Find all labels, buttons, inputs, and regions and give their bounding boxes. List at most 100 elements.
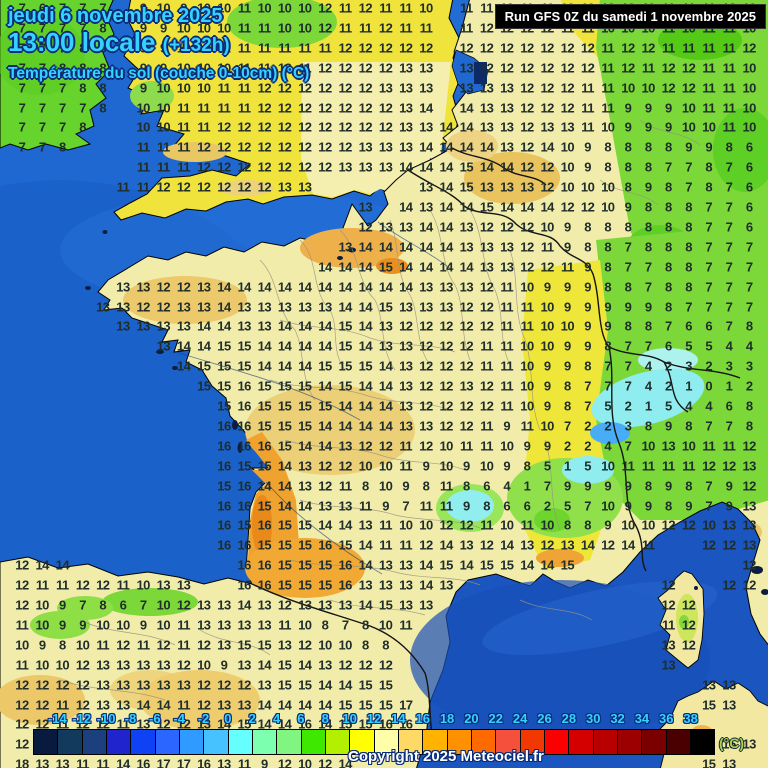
temp-value: 12: [580, 40, 595, 56]
scale-tick-label: -2: [197, 711, 210, 726]
temp-value: 15: [378, 299, 393, 314]
temp-value: 12: [560, 40, 575, 56]
temp-value: 9: [665, 100, 672, 115]
temp-value: 14: [378, 279, 393, 295]
temp-value: 10: [540, 219, 554, 235]
temp-value: 13: [378, 557, 393, 573]
temp-value: 16: [237, 577, 251, 593]
temp-value: 15: [197, 378, 211, 394]
temp-value: 7: [604, 358, 612, 374]
scale-tick-label: -8: [124, 711, 137, 726]
temp-value: 11: [35, 577, 49, 593]
temp-value: 14: [156, 697, 171, 712]
scale-tick-label: 24: [512, 711, 528, 726]
temp-value: 8: [463, 478, 470, 494]
temp-value: 12: [540, 259, 554, 275]
temp-value: 12: [479, 40, 494, 56]
temp-value: 13: [237, 617, 251, 633]
temp-value: 13: [237, 299, 251, 314]
temp-value: 13: [318, 597, 332, 613]
temp-value: 5: [604, 398, 612, 414]
temp-value: 8: [321, 617, 329, 633]
temp-value: 9: [624, 199, 632, 215]
temp-value: 14: [318, 438, 332, 454]
temp-value: 9: [564, 299, 571, 314]
temp-value: 13: [378, 318, 393, 334]
temp-value: 13: [419, 299, 433, 314]
temp-value: 9: [584, 478, 591, 494]
temp-value: 14: [358, 318, 373, 334]
temp-value: 15: [197, 358, 211, 374]
temp-value: 8: [624, 279, 632, 295]
temp-value: 14: [277, 279, 292, 295]
temp-value: 11: [439, 498, 453, 513]
temp-value: 13: [399, 219, 413, 235]
temp-value: 12: [560, 100, 575, 115]
temp-value: 10: [702, 517, 716, 533]
temp-value: 8: [685, 279, 692, 295]
temp-value: 13: [459, 239, 474, 255]
temp-value: 10: [479, 458, 494, 474]
scale-color-cell: [496, 730, 521, 754]
temp-value: 12: [156, 637, 171, 653]
mediterranean-deep: [410, 580, 710, 740]
temp-value: 14: [298, 697, 312, 712]
temp-value: 14: [378, 418, 393, 434]
temp-value: 11: [520, 418, 534, 434]
temp-value: 12: [15, 736, 29, 752]
temp-value: 10: [96, 617, 110, 633]
temp-value: 12: [217, 677, 231, 693]
scale-color-cell: [544, 730, 570, 754]
temp-value: 7: [644, 338, 652, 354]
temp-value: 6: [745, 159, 753, 175]
temp-value: 11: [540, 239, 554, 255]
temp-value: 8: [604, 279, 612, 295]
temp-value: 12: [197, 677, 211, 693]
scale-tick-label: 38: [683, 711, 698, 726]
scale-color-cell: [277, 730, 302, 754]
temp-value: 14: [540, 557, 554, 573]
temp-value: 14: [419, 139, 433, 155]
temp-value: 13: [378, 338, 393, 354]
temp-value: 13: [277, 637, 292, 653]
temp-value: 14: [35, 557, 49, 573]
temp-value: 13: [156, 338, 171, 354]
temp-value: 13: [419, 199, 433, 215]
temp-value: 8: [725, 139, 733, 155]
temp-value: 11: [217, 100, 231, 115]
temp-value: 15: [298, 557, 312, 573]
temp-value: 8: [685, 199, 692, 215]
temp-value: 7: [79, 100, 86, 115]
temp-value: 7: [624, 338, 632, 354]
temp-value: 12: [176, 279, 191, 295]
temp-value: 11: [177, 139, 190, 155]
temp-value: 12: [35, 697, 49, 712]
temp-value: 15: [217, 378, 231, 394]
temp-value: 14: [419, 577, 433, 593]
temp-value: 14: [257, 478, 272, 494]
temp-value: 12: [298, 80, 312, 96]
temp-value: 8: [644, 318, 652, 334]
temp-value: 7: [584, 398, 591, 414]
temp-value: 13: [96, 677, 110, 693]
temp-value: 11: [177, 100, 190, 115]
temp-value: 14: [439, 219, 453, 235]
temp-value: 11: [258, 60, 271, 76]
temp-value: 11: [338, 0, 352, 16]
temp-value: 12: [742, 40, 756, 56]
temp-value: 14: [318, 279, 332, 295]
temp-value: 14: [358, 239, 373, 255]
temp-value: 12: [520, 219, 534, 235]
scale-tick-label: 22: [488, 711, 504, 726]
temp-value: 10: [681, 100, 696, 115]
temp-value: 7: [725, 199, 733, 215]
temp-value: 12: [520, 100, 534, 115]
temp-value: 13: [378, 577, 393, 593]
temp-value: 11: [662, 40, 675, 56]
temp-value: 14: [277, 318, 292, 334]
temp-value: 15: [722, 736, 736, 752]
temp-value: 12: [277, 756, 292, 768]
temp-value: 12: [75, 716, 90, 732]
temp-value: 13: [318, 657, 332, 673]
temp-value: 16: [136, 756, 150, 768]
